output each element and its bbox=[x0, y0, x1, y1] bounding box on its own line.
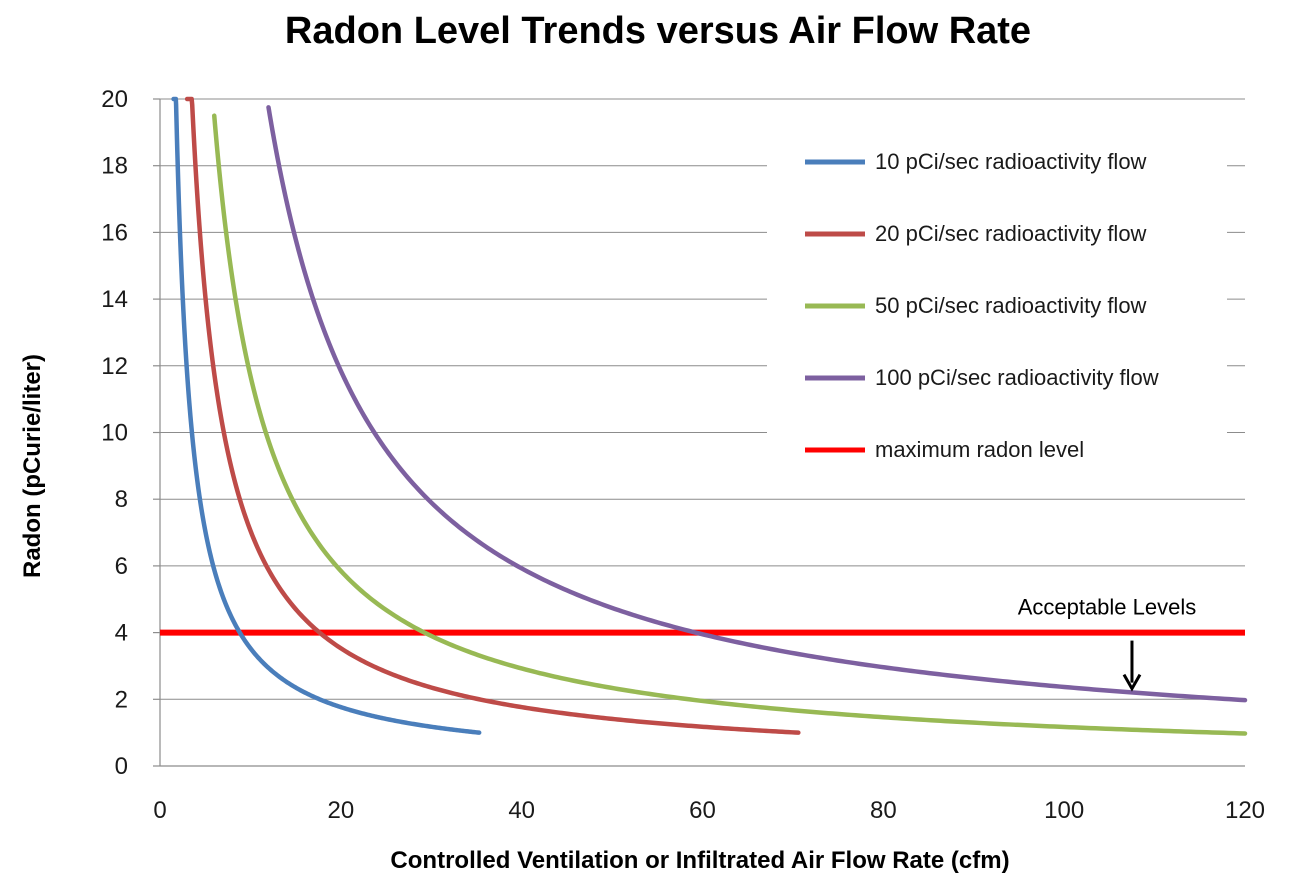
axes bbox=[153, 98, 1245, 767]
y-tick-label: 20 bbox=[101, 86, 128, 113]
y-tick-label: 8 bbox=[115, 486, 128, 513]
x-axis-label: Controlled Ventilation or Infiltrated Ai… bbox=[390, 847, 1009, 874]
y-tick-label: 4 bbox=[115, 620, 128, 647]
legend-label: maximum radon level bbox=[875, 437, 1084, 462]
y-axis-label: Radon (pCurie/liter) bbox=[19, 354, 46, 578]
x-tick-label: 80 bbox=[870, 797, 897, 824]
series-line-1 bbox=[171, 96, 482, 735]
x-tick-label: 20 bbox=[327, 797, 354, 824]
series-lines bbox=[160, 96, 1248, 736]
series-line-3 bbox=[212, 113, 1248, 736]
legend-label: 20 pCi/sec radioactivity flow bbox=[875, 221, 1147, 246]
chart-title: Radon Level Trends versus Air Flow Rate bbox=[284, 10, 1032, 52]
y-tick-label: 18 bbox=[101, 153, 128, 180]
x-tick-label: 120 bbox=[1225, 797, 1265, 824]
x-tick-label: 40 bbox=[508, 797, 535, 824]
y-tick-labels: 0 2 4 6 8 10 12 14 16 18 20 bbox=[101, 86, 128, 780]
x-tick-labels: 0 20 40 60 80 100 120 bbox=[153, 797, 1265, 824]
y-tick-label: 0 bbox=[115, 753, 128, 780]
series-line-2 bbox=[184, 96, 801, 735]
annotation-acceptable-levels: Acceptable Levels bbox=[1018, 595, 1197, 620]
y-tick-label: 2 bbox=[115, 686, 128, 713]
y-tick-label: 10 bbox=[101, 420, 128, 447]
series-line-4 bbox=[266, 105, 1248, 703]
legend: 10 pCi/sec radioactivity flow 20 pCi/sec … bbox=[767, 113, 1227, 462]
annotations: Acceptable Levels bbox=[1018, 595, 1197, 692]
y-tick-label: 12 bbox=[101, 353, 128, 380]
x-tick-label: 100 bbox=[1044, 797, 1084, 824]
legend-label: 100 pCi/sec radioactivity flow bbox=[875, 365, 1159, 390]
annotation-arrow-head bbox=[1122, 673, 1142, 692]
y-tick-label: 14 bbox=[101, 286, 128, 313]
x-tick-label: 0 bbox=[153, 797, 166, 824]
legend-background bbox=[767, 113, 1227, 451]
legend-label: 10 pCi/sec radioactivity flow bbox=[875, 149, 1147, 174]
y-tick-label: 16 bbox=[101, 219, 128, 246]
legend-label: 50 pCi/sec radioactivity flow bbox=[875, 293, 1147, 318]
y-tick-label: 6 bbox=[115, 553, 128, 580]
x-tick-label: 60 bbox=[689, 797, 716, 824]
